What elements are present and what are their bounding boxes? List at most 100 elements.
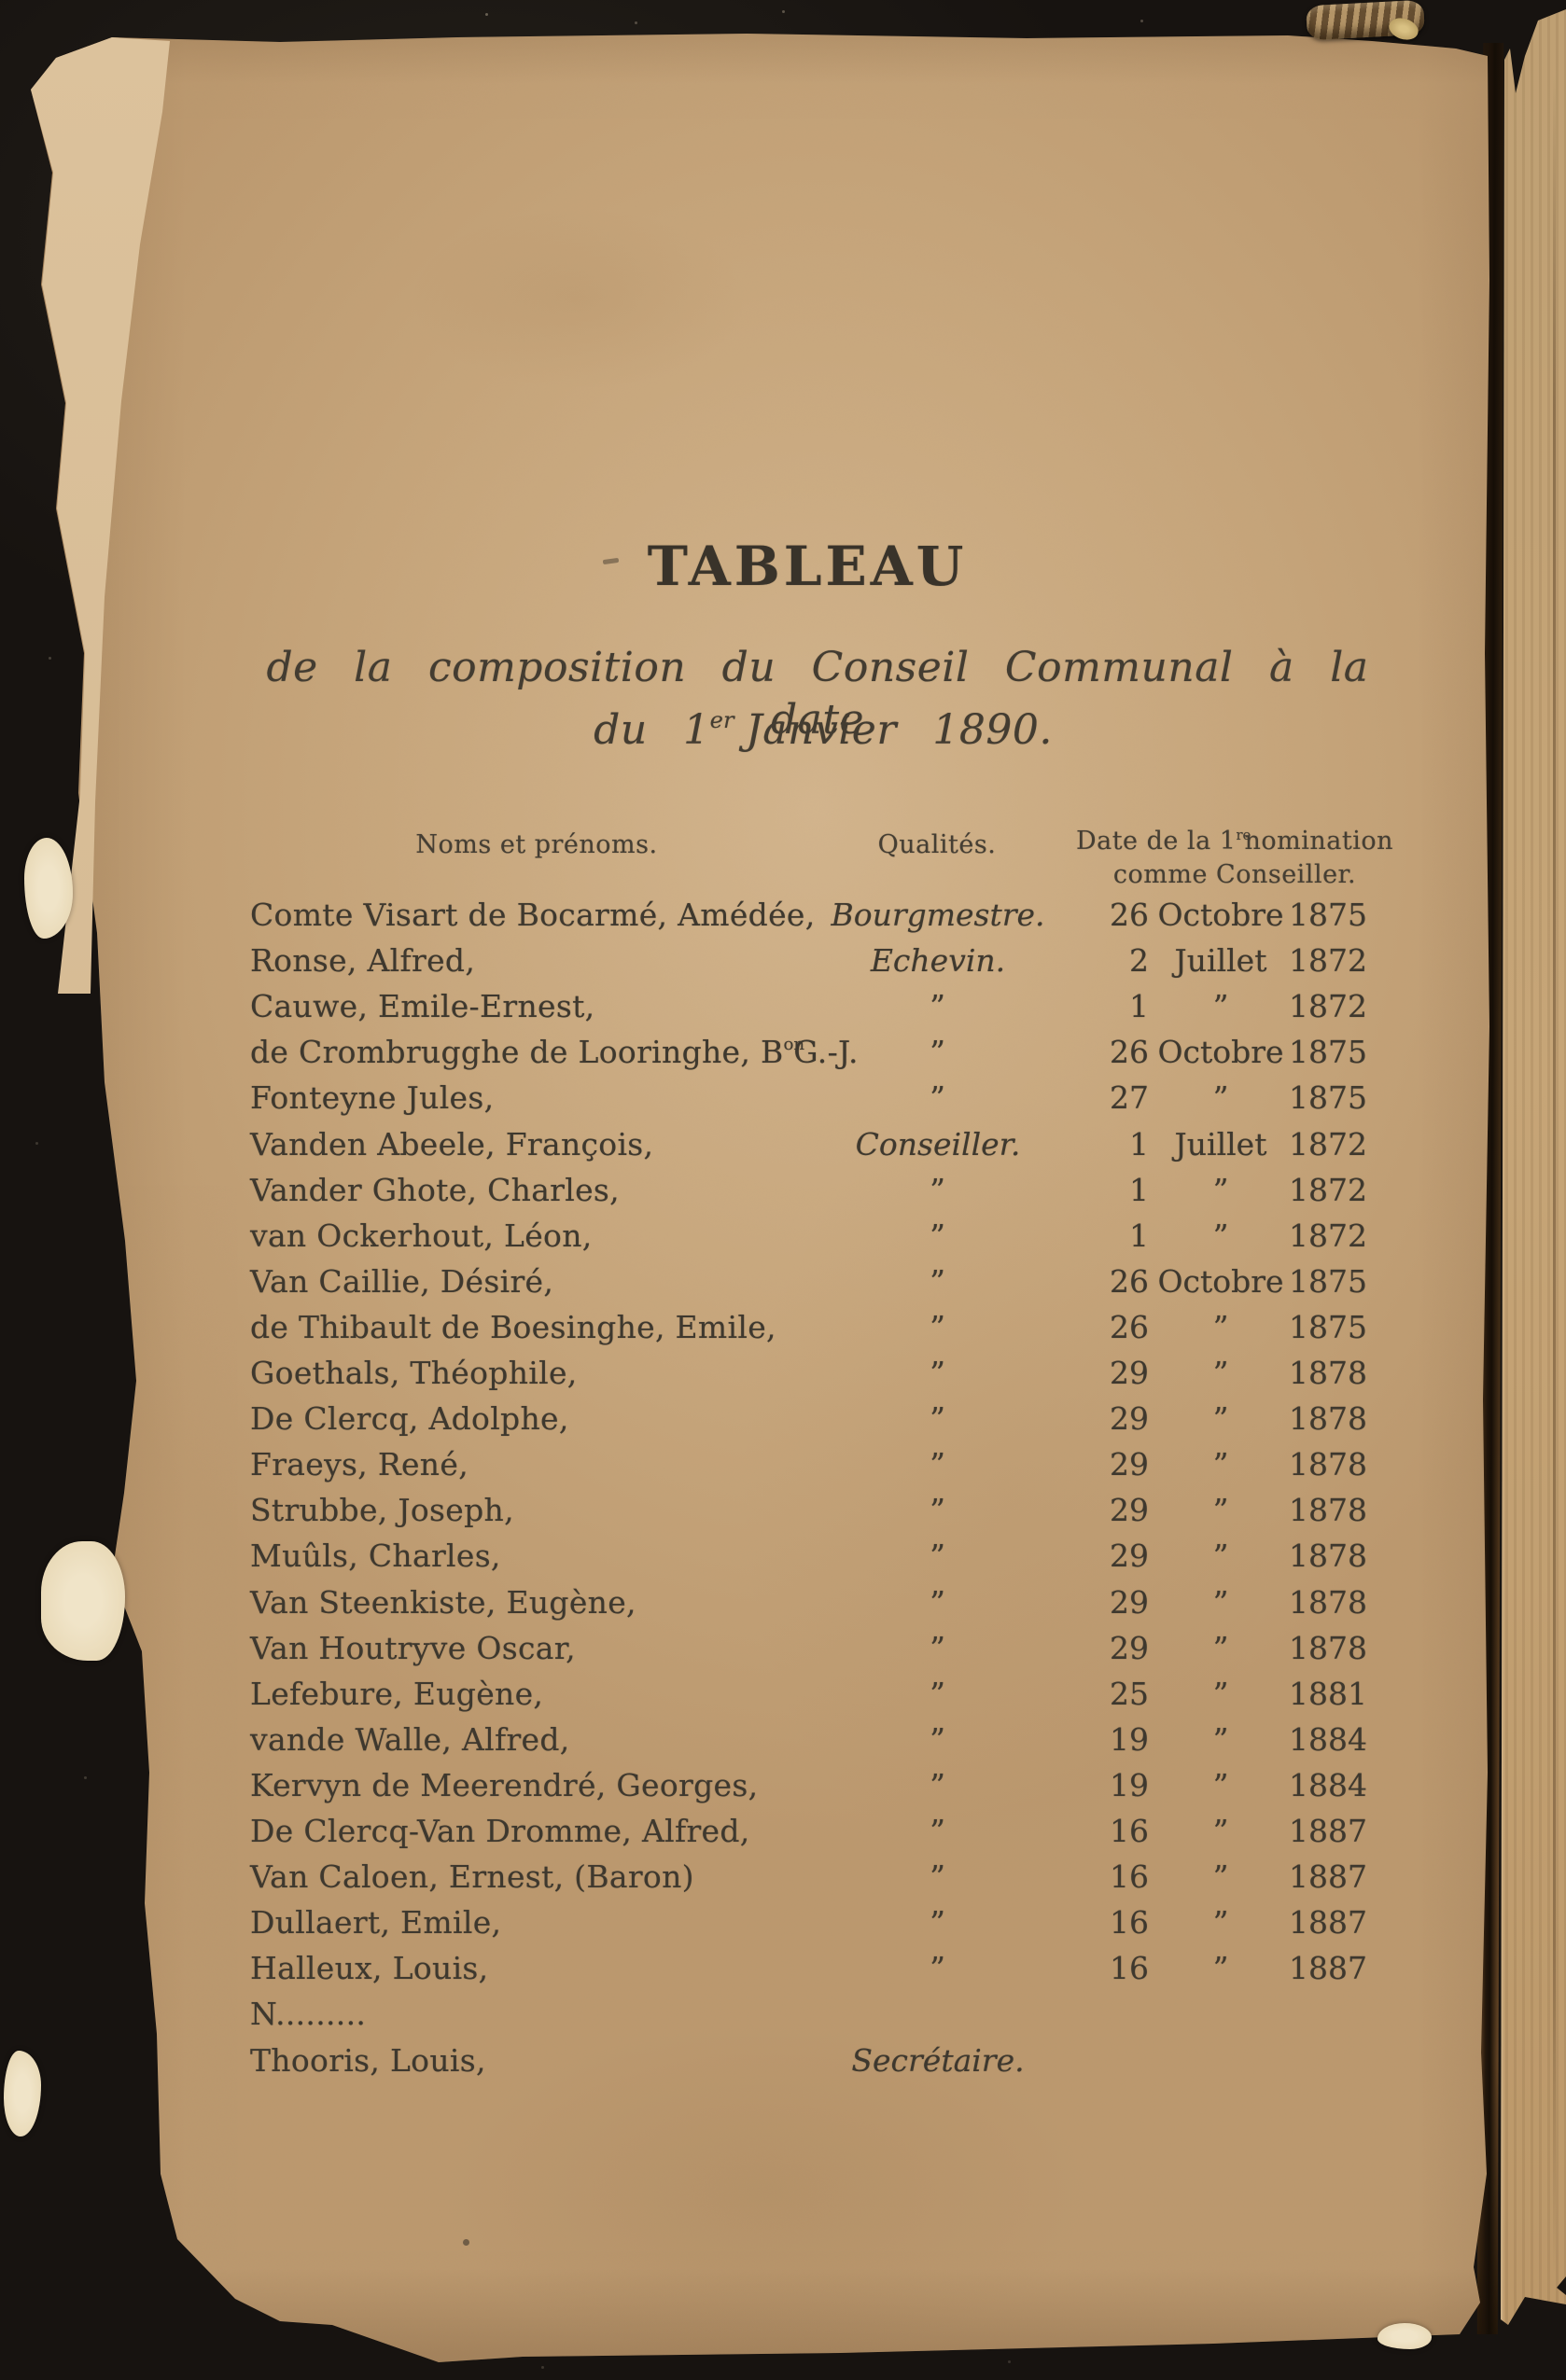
member-qualite: ” [930,1034,946,1071]
nomination-day: 26 [1110,1034,1149,1071]
member-qualite: ” [930,1675,946,1712]
nomination-month: Octobre [1157,1262,1284,1300]
member-qualite: ” [930,1813,946,1849]
table-row: Kervyn de Meerendré, Georges, ” 19 ” 1884 [250,1767,1398,1808]
nomination-year: 1875 [1289,1034,1367,1071]
nomination-year: 1875 [1289,897,1367,933]
table-row: De Clercq, Adolphe, ” 29 ” 1878 [250,1400,1398,1441]
table-row: Lefebure, Eugène, ” 25 ” 1881 [250,1676,1398,1717]
member-name: Fraeys, René, [250,1446,468,1483]
nomination-year: 1878 [1289,1583,1367,1621]
member-name: Vanden Abeele, François, [250,1125,654,1162]
nomination-month: ” [1212,1629,1229,1666]
nomination-day: 2 [1129,942,1149,980]
member-qualite: ” [930,1355,946,1391]
member-qualite: ” [930,1950,946,1987]
nomination-month: Octobre [1157,1034,1284,1071]
nomination-year: 1884 [1289,1720,1367,1758]
table-row: Vanden Abeele, François, Conseiller. 1 Juil… [250,1126,1398,1167]
nomination-month: Juillet [1174,942,1267,980]
nomination-day: 26 [1110,1308,1149,1345]
nomination-month: ” [1212,1492,1229,1529]
member-qualite: ” [930,1446,946,1483]
member-name: Cauwe, Emile-Ernest, [250,988,595,1025]
nomination-day: 1 [1129,988,1149,1025]
nomination-month: ” [1212,1171,1229,1208]
nomination-month: ” [1212,1400,1229,1438]
member-qualite: ” [930,1766,946,1803]
nomination-day: 19 [1110,1766,1149,1803]
member-qualite: Secrétaire. [851,2041,1025,2079]
table-row: Vander Ghote, Charles, ” 1 ” 1872 [250,1172,1398,1213]
nomination-month: ” [1212,1355,1229,1391]
adjacent-page-edge-line [1553,75,1556,2276]
nomination-day: 26 [1110,897,1149,933]
member-qualite: ” [930,1492,946,1529]
nomination-year: 1887 [1289,1813,1367,1849]
table-row: vande Walle, Alfred, ” 19 ” 1884 [250,1721,1398,1762]
nomination-year: 1878 [1289,1400,1367,1438]
member-qualite: ” [930,1538,946,1575]
nomination-day: 16 [1110,1858,1149,1896]
member-name: van Ockerhout, Léon, [250,1217,593,1254]
table-row: Thooris, Louis, Secrétaire. [250,2042,1398,2083]
member-name: Van Houtryve Oscar, [250,1629,576,1666]
nomination-month: ” [1212,1079,1229,1117]
nomination-year: 1887 [1289,1858,1367,1896]
member-qualite: ” [930,1308,946,1345]
table-row: Dullaert, Emile, ” 16 ” 1887 [250,1904,1398,1945]
nomination-year: 1887 [1289,1950,1367,1987]
nomination-day: 1 [1129,1125,1149,1162]
member-name: Halleux, Louis, [250,1950,489,1987]
member-name: Comte Visart de Bocarmé, Amédée, [250,897,816,933]
column-header-date: Date de la 1 re nomination comme Conseill… [1064,825,1405,892]
table-row: De Clercq-Van Dromme, Alfred, ” 16 ” 1887 [250,1813,1398,1854]
member-qualite: ” [930,1629,946,1666]
page-title: TABLEAU [647,535,968,598]
nomination-month: ” [1212,1720,1229,1758]
nomination-month: ” [1212,1858,1229,1896]
nomination-day: 16 [1110,1950,1149,1987]
table-row: Van Houtryve Oscar, ” 29 ” 1878 [250,1630,1398,1671]
member-qualite: ” [930,1858,946,1896]
table-row: Muûls, Charles, ” 29 ” 1878 [250,1538,1398,1579]
nomination-month: ” [1212,1583,1229,1621]
nomination-day: 1 [1129,1171,1149,1208]
column-header-qualites: Qualités. [877,830,997,859]
column-header-date-line1: Date de la 1 re nomination [1075,827,1394,856]
nomination-month: ” [1212,1950,1229,1987]
member-name: Strubbe, Joseph, [250,1492,514,1529]
table-row: Fraeys, René, ” 29 ” 1878 [250,1446,1398,1487]
nomination-year: 1872 [1289,1171,1367,1208]
member-qualite: ” [930,1262,946,1300]
subtitle-line-2: du 1 er Janvier 1890. [594,706,1053,754]
member-name: Kervyn de Meerendré, Georges, [250,1766,759,1803]
table-row: Fonteyne Jules, ” 27 ” 1875 [250,1079,1398,1120]
table-row: Strubbe, Joseph, ” 29 ” 1878 [250,1492,1398,1533]
nomination-month: ” [1212,1308,1229,1345]
member-qualite: ” [930,1079,946,1117]
member-name: N......... [250,1996,367,2033]
member-name: Lefebure, Eugène, [250,1675,544,1712]
member-name: Muûls, Charles, [250,1538,501,1575]
nomination-day: 29 [1110,1355,1149,1391]
nomination-month: Juillet [1174,1125,1267,1162]
paper-chip [1377,2323,1432,2349]
subtitle-line-1: de la composition du Conseil Communal à … [266,644,1369,744]
nomination-day: 29 [1110,1583,1149,1621]
nomination-day: 27 [1110,1079,1149,1117]
column-header-names: Noms et prénoms. [415,830,658,859]
nomination-month: ” [1212,1446,1229,1483]
nomination-year: 1878 [1289,1629,1367,1666]
print-artifact-dot [463,2239,469,2246]
member-qualite: ” [930,988,946,1025]
nomination-day: 29 [1110,1629,1149,1666]
nomination-day: 1 [1129,1217,1149,1254]
table-row: Van Steenkiste, Eugène, ” 29 ” 1878 [250,1584,1398,1625]
nomination-day: 29 [1110,1446,1149,1483]
nomination-year: 1878 [1289,1538,1367,1575]
